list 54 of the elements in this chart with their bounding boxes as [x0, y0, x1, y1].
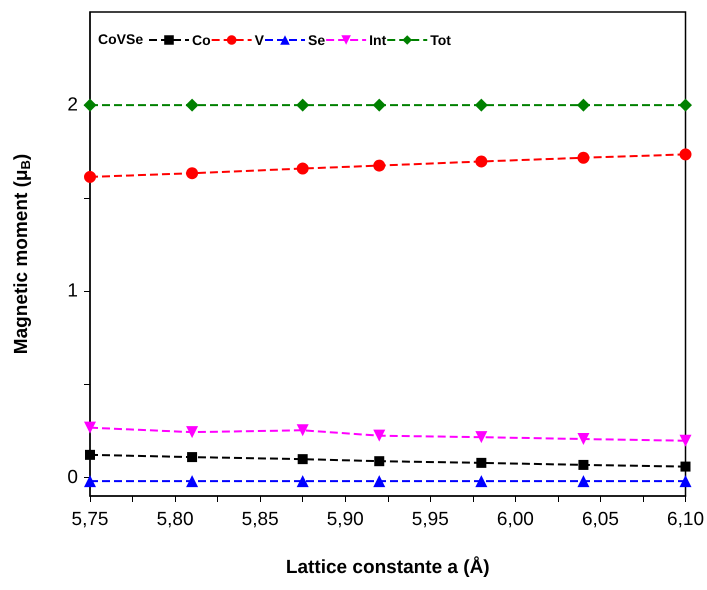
x-axis-title: Lattice constante a (Å) [286, 556, 490, 578]
point [474, 98, 488, 112]
point [84, 170, 96, 183]
point [577, 475, 590, 488]
point [186, 98, 199, 112]
point [296, 475, 309, 488]
y-tick-label: 2 [67, 94, 78, 116]
point [577, 152, 590, 164]
point [475, 155, 488, 168]
x-tick-label: 6,00 [496, 509, 534, 530]
x-tick-label: 6,10 [667, 509, 704, 530]
point [680, 434, 692, 447]
x-tick-label: 5,85 [242, 509, 279, 530]
point [576, 98, 590, 112]
point [187, 452, 198, 462]
y-axis-title: Magnetic moment (μB) [11, 154, 33, 354]
point [296, 98, 310, 112]
x-tick-label: 5,80 [156, 509, 194, 530]
y-tick-label: 0 [67, 466, 78, 488]
y-tick-label: 1 [67, 280, 78, 302]
point [475, 431, 488, 444]
point [186, 426, 198, 438]
point [373, 160, 386, 172]
x-tick-label: 5,90 [326, 509, 364, 530]
point [373, 430, 386, 442]
legend-label: V [254, 32, 265, 48]
legend-label: Se [308, 32, 326, 48]
point [679, 98, 692, 112]
point [372, 98, 386, 112]
point [298, 454, 308, 464]
point [296, 424, 309, 436]
point [186, 475, 198, 488]
point [475, 475, 488, 488]
point [680, 475, 692, 488]
point [85, 450, 95, 460]
point [578, 460, 588, 470]
legend-label: Co [192, 32, 211, 48]
x-tick-label: 5,75 [72, 509, 108, 530]
point [84, 422, 96, 434]
point [296, 162, 309, 175]
point [84, 98, 96, 112]
point [680, 148, 692, 160]
x-tick-label: 5,95 [412, 509, 449, 530]
point [84, 475, 96, 488]
point [476, 458, 486, 468]
point [186, 167, 198, 180]
legend-title: CoVSe [98, 31, 144, 47]
point [680, 462, 691, 472]
x-tick-label: 6,05 [582, 509, 619, 530]
point [374, 456, 384, 466]
legend-label: Tot [430, 32, 452, 48]
point [373, 475, 386, 488]
point [577, 433, 590, 446]
legend-label: Int [369, 32, 387, 48]
